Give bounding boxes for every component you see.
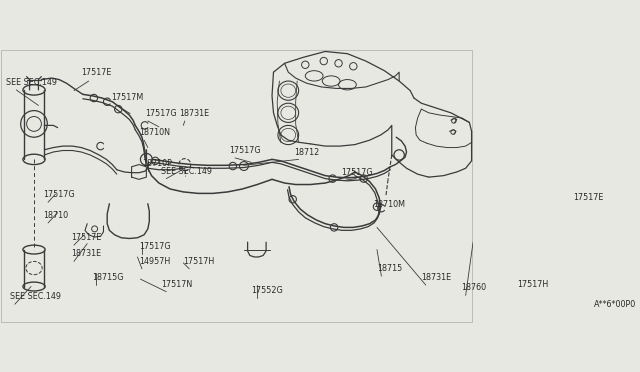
Text: 17517N: 17517N (161, 280, 193, 289)
Text: 17517G: 17517G (139, 242, 171, 251)
Text: 14957H: 14957H (139, 257, 170, 266)
Text: 17517E: 17517E (81, 68, 112, 77)
Text: 18710P: 18710P (142, 159, 172, 168)
Text: 18712: 18712 (294, 148, 319, 157)
Text: 17517G: 17517G (342, 168, 373, 177)
Text: SEE SEC.149: SEE SEC.149 (161, 167, 212, 176)
Text: 17517G: 17517G (145, 109, 177, 118)
Text: 17552G: 17552G (252, 286, 283, 295)
Text: 18710M: 18710M (373, 200, 405, 209)
Text: 18710: 18710 (43, 211, 68, 220)
Text: SEE SEC.149: SEE SEC.149 (10, 292, 61, 301)
Text: 17517G: 17517G (229, 146, 260, 155)
Text: 17517H: 17517H (517, 280, 548, 289)
Text: 18731E: 18731E (179, 109, 209, 118)
Text: 17517E: 17517E (71, 233, 101, 242)
Text: 17517M: 17517M (111, 93, 143, 102)
Text: 17517H: 17517H (183, 257, 214, 266)
Text: 18760: 18760 (461, 283, 486, 292)
Text: 18710N: 18710N (139, 128, 170, 137)
Text: SEE SEC.149: SEE SEC.149 (6, 78, 57, 87)
Text: 18731E: 18731E (421, 273, 451, 282)
Text: 17517G: 17517G (43, 190, 74, 199)
Text: 18731E: 18731E (71, 250, 101, 259)
FancyBboxPatch shape (1, 50, 472, 322)
Text: 18715G: 18715G (92, 273, 123, 282)
Text: A**6*00P0: A**6*00P0 (595, 300, 637, 309)
Text: 18715: 18715 (377, 264, 402, 273)
Text: 17517E: 17517E (573, 193, 604, 202)
